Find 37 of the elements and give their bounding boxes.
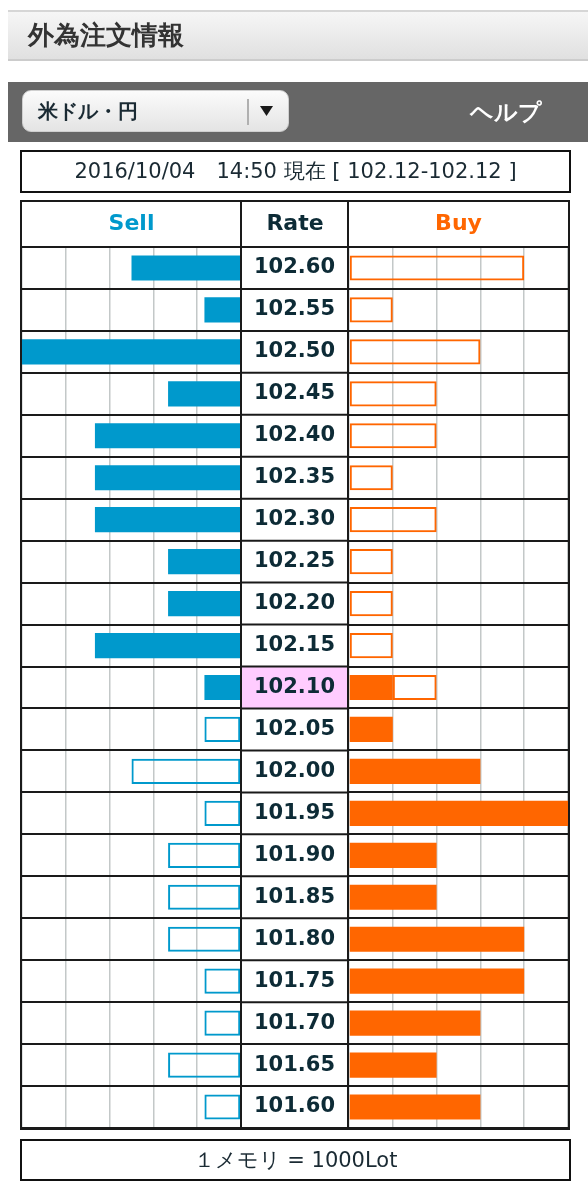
bar (349, 1010, 481, 1036)
y-tick-label: 101.70 (253, 1009, 336, 1034)
text: 米ドル・円 (38, 98, 138, 125)
bar (349, 758, 481, 784)
text: ヘルプ (470, 98, 542, 127)
y-axis-title: Rate (266, 210, 324, 236)
y-tick-label: 101.60 (253, 1093, 336, 1118)
bar (349, 1052, 437, 1078)
y-tick-label: 102.25 (253, 548, 336, 573)
y-tick-label: 101.95 (253, 799, 336, 824)
y-tick-label: 102.45 (253, 380, 336, 405)
y-tick-label: 102.40 (253, 422, 336, 447)
y-tick-label: 101.90 (253, 841, 336, 866)
y-tick-label: 102.50 (253, 338, 336, 363)
bar (349, 968, 525, 994)
y-tick-label: 101.65 (253, 1051, 336, 1076)
series-label: Sell (108, 210, 155, 236)
bar (349, 926, 525, 952)
y-tick-label: 102.60 (253, 254, 336, 279)
chart-title: 外為注文情報 (28, 19, 184, 52)
text: Buy (435, 210, 482, 236)
bar (349, 842, 437, 868)
y-tick-label: 101.80 (253, 925, 336, 950)
bar (349, 1094, 481, 1120)
bar (349, 884, 437, 910)
y-tick-label: 102.55 (253, 296, 336, 321)
y-tick-label: 102.30 (253, 506, 336, 531)
y-tick-label: 102.35 (253, 464, 336, 489)
y-tick-label: 102.05 (253, 715, 336, 740)
y-tick-label: 102.20 (253, 590, 336, 615)
bar (349, 800, 568, 826)
y-tick-label: 101.75 (253, 967, 336, 992)
y-tick-label: 102.15 (253, 632, 336, 656)
bar (349, 716, 393, 743)
y-tick-label: 102.00 (253, 757, 336, 782)
y-tick-label: 102.10 (253, 673, 336, 698)
y-tick-label: 101.85 (253, 883, 336, 908)
